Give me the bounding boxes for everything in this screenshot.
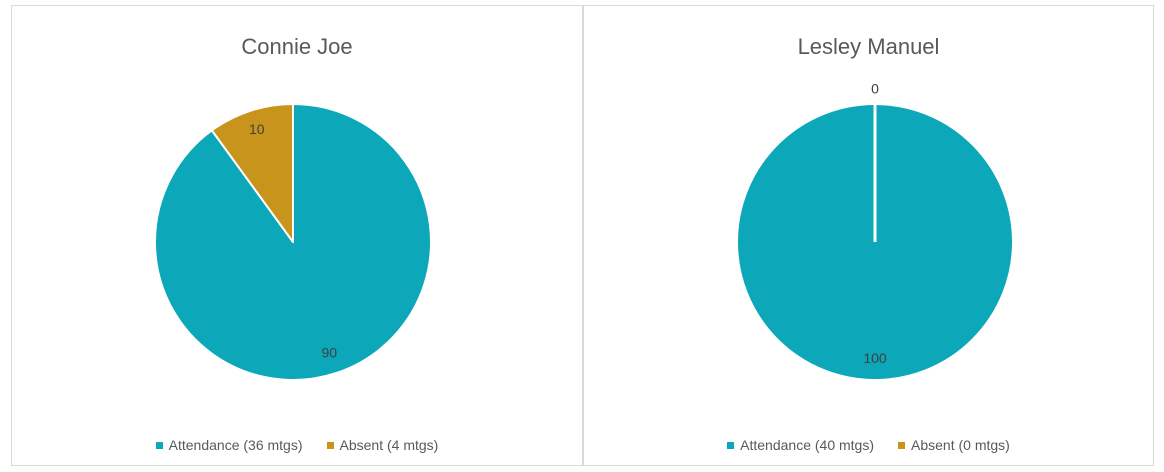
legend-label-attendance: Attendance (40 mtgs): [740, 437, 875, 453]
legend-item-attendance: Attendance (36 mtgs): [155, 437, 303, 453]
data-label-attendance: 100: [863, 350, 887, 366]
chart-legend: Attendance (40 mtgs) Absent (0 mtgs): [584, 437, 1153, 453]
pie-chart-connie-joe: 90 10: [154, 103, 432, 381]
data-label-attendance: 90: [321, 344, 337, 360]
legend-swatch-attendance: [155, 441, 163, 449]
chart-title: Lesley Manuel: [797, 34, 940, 59]
legend-swatch-absent: [898, 441, 906, 449]
legend-swatch-absent: [326, 441, 334, 449]
chart-panel-lesley-manuel: Lesley Manuel 100 0 Attendance (40 mtgs) …: [583, 5, 1154, 466]
legend-item-absent: Absent (0 mtgs): [898, 437, 1010, 453]
legend-label-absent: Absent (0 mtgs): [911, 437, 1010, 453]
legend-swatch-attendance: [727, 441, 735, 449]
chart-legend: Attendance (36 mtgs) Absent (4 mtgs): [12, 437, 582, 453]
legend-item-absent: Absent (4 mtgs): [326, 437, 439, 453]
legend-label-attendance: Attendance (36 mtgs): [168, 437, 303, 453]
pie-chart-lesley-manuel: 100 0: [736, 81, 1014, 381]
chart-title: Connie Joe: [241, 34, 353, 59]
chart-panel-connie-joe: Connie Joe 90 10 Attendance (36 mtgs) Abs…: [11, 5, 583, 466]
legend-label-absent: Absent (4 mtgs): [339, 437, 439, 453]
legend-item-attendance: Attendance (40 mtgs): [727, 437, 874, 453]
pie-slice-absent: [210, 103, 294, 243]
data-label-absent: 10: [249, 121, 265, 137]
data-label-absent: 0: [871, 81, 879, 97]
